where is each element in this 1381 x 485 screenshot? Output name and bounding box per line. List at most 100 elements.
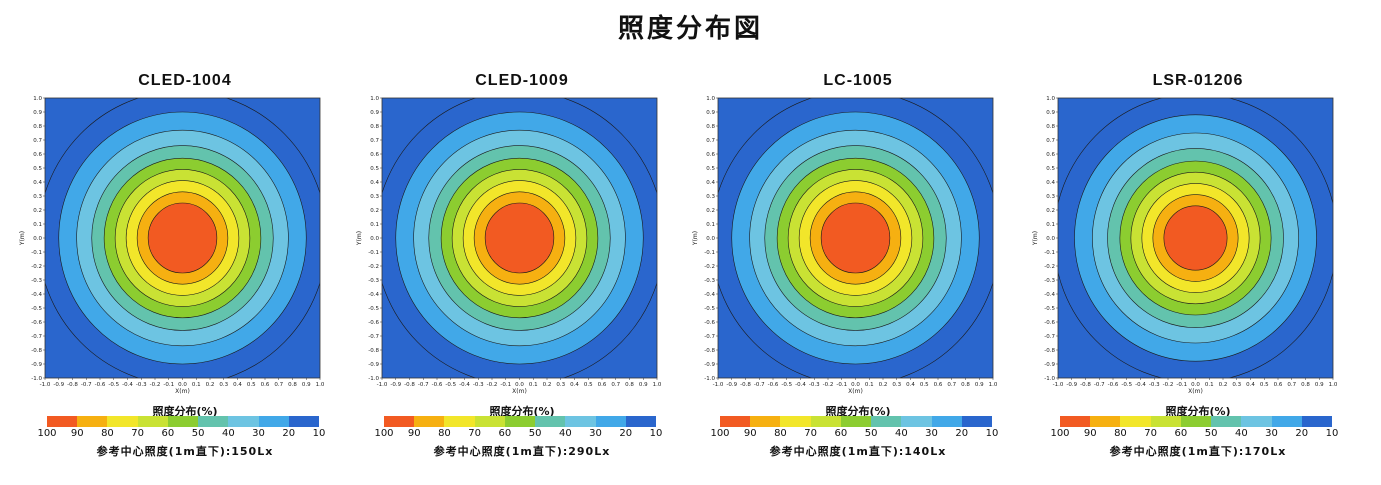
- legend-swatch: [780, 416, 811, 427]
- y-tick-label: -1.0: [1044, 376, 1055, 382]
- contour-band-90: [1163, 205, 1228, 271]
- y-tick-label: 1.0: [706, 96, 715, 102]
- y-tick-label: -0.9: [31, 362, 42, 368]
- legend-colorbar: [1060, 416, 1332, 427]
- legend-label: 80: [774, 428, 787, 439]
- y-tick-label: 0.0: [1046, 236, 1055, 242]
- legend-labels: 100 90 80 70 60 50 40 30 20 10: [374, 428, 662, 440]
- x-tick-label: 0.9: [975, 382, 984, 388]
- legend-swatch: [474, 416, 505, 427]
- y-tick-label: 0.1: [706, 222, 715, 228]
- x-tick-label: 0.7: [947, 382, 956, 388]
- legend-swatch: [258, 416, 289, 427]
- legend-colorbar: [47, 416, 319, 427]
- legend-labels: 100 90 80 70 60 50 40 30 20 10: [37, 428, 325, 440]
- y-tick-label: 0.1: [33, 222, 42, 228]
- x-tick-label: 0.1: [192, 382, 201, 388]
- contour-band-90: [484, 202, 555, 274]
- x-tick-label: -0.5: [445, 382, 456, 388]
- legend-title: 照度分布(%): [152, 405, 218, 418]
- legend-swatch: [77, 416, 108, 427]
- x-tick-label: 0.6: [598, 382, 607, 388]
- x-tick-label: -1.0: [1053, 382, 1064, 388]
- legend-label: 60: [834, 428, 848, 439]
- x-tick-label: -0.9: [390, 382, 401, 388]
- legend-labels: 100 90 80 70 60 50 40 30 20 10: [710, 428, 998, 440]
- legend-label: 90: [407, 428, 421, 439]
- contour-plot: 1.00.90.80.70.60.50.40.30.20.10.0-0.1-0.…: [1032, 96, 1338, 395]
- legend-swatch: [961, 416, 992, 427]
- y-tick-label: -0.4: [31, 292, 42, 298]
- legend-label: 70: [804, 428, 818, 439]
- y-tick-label: 0.3: [33, 194, 42, 200]
- x-tick-label: 0.8: [288, 382, 297, 388]
- x-tick-label: 0.3: [892, 382, 901, 388]
- y-tick-label: -0.7: [1044, 334, 1055, 340]
- legend-label: 100: [710, 428, 730, 439]
- legend-swatch: [1120, 416, 1151, 427]
- y-tick-label: -0.6: [1044, 320, 1055, 326]
- y-tick-label: -0.3: [1044, 278, 1055, 284]
- legend-label: 20: [1295, 428, 1309, 439]
- x-tick-label: -0.2: [823, 382, 834, 388]
- x-tick-label: -0.7: [754, 382, 765, 388]
- y-tick-label: -0.6: [704, 320, 715, 326]
- legend-swatch: [595, 416, 626, 427]
- y-tick-label: 1.0: [1046, 96, 1055, 102]
- contour-plot: 1.00.90.80.70.60.50.40.30.20.10.0-0.1-0.…: [692, 96, 998, 395]
- x-tick-label: -0.1: [500, 382, 511, 388]
- page-title: 照度分布図: [617, 14, 763, 44]
- legend-label: 10: [985, 428, 999, 439]
- y-tick-label: -0.5: [704, 306, 715, 312]
- legend-swatch: [535, 416, 566, 427]
- x-tick-label: 0.6: [261, 382, 270, 388]
- legend-swatch: [288, 416, 319, 427]
- x-tick-label: 0.8: [625, 382, 634, 388]
- legend-label: 50: [191, 428, 205, 439]
- chart-panel: LC-1005 1.0 0.9 0.8 0.7 0.6 0.5 0.4 0.3 0.2 0.1 0.…: [688, 0, 1028, 485]
- y-tick-label: 0.2: [370, 208, 379, 214]
- y-tick-label: -0.4: [368, 292, 379, 298]
- x-tick-label: -0.3: [136, 382, 147, 388]
- x-tick-label: 0.0: [515, 382, 524, 388]
- legend-label: 20: [282, 428, 296, 439]
- y-tick-label: 0.5: [33, 166, 42, 172]
- y-tick-label: 0.9: [706, 110, 715, 116]
- legend-swatch: [444, 416, 475, 427]
- y-tick-label: 0.7: [1046, 138, 1055, 144]
- x-tick-label: -0.2: [150, 382, 161, 388]
- reference-illuminance: 参考中心照度(1m直下):140Lx: [769, 445, 947, 458]
- legend-swatch: [871, 416, 902, 427]
- x-tick-label: -0.9: [726, 382, 737, 388]
- x-tick-label: -1.0: [377, 382, 388, 388]
- legend-swatch: [931, 416, 962, 427]
- y-tick-label: 0.0: [33, 236, 42, 242]
- legend-swatch: [1060, 416, 1091, 427]
- x-tick-label: -0.8: [740, 382, 751, 388]
- y-tick-label: -0.4: [704, 292, 715, 298]
- y-tick-label: -0.5: [368, 306, 379, 312]
- x-tick-label: 0.3: [219, 382, 228, 388]
- legend-swatch: [720, 416, 751, 427]
- x-tick-label: 1.0: [316, 382, 325, 388]
- legend-swatch: [107, 416, 138, 427]
- y-tick-label: -0.5: [1044, 306, 1055, 312]
- x-tick-label: 0.0: [178, 382, 187, 388]
- y-tick-label: 0.7: [370, 138, 379, 144]
- y-tick-label: 0.9: [1046, 110, 1055, 116]
- legend-label: 20: [619, 428, 633, 439]
- x-axis-label: X(m): [512, 388, 527, 395]
- contour-plot: 1.00.90.80.70.60.50.40.30.20.10.0-0.1-0.…: [19, 96, 325, 395]
- legend-swatch: [625, 416, 656, 427]
- x-tick-label: -0.9: [1066, 382, 1077, 388]
- x-tick-label: -0.7: [81, 382, 92, 388]
- y-tick-label: 0.6: [370, 152, 379, 158]
- y-tick-label: 0.2: [33, 208, 42, 214]
- x-tick-label: -0.2: [1163, 382, 1174, 388]
- x-tick-label: -0.2: [487, 382, 498, 388]
- legend-label: 90: [1083, 428, 1097, 439]
- x-tick-label: -0.6: [95, 382, 106, 388]
- x-tick-label: 0.2: [879, 382, 888, 388]
- y-tick-label: 0.0: [370, 236, 379, 242]
- legend-title: 照度分布(%): [1165, 405, 1231, 418]
